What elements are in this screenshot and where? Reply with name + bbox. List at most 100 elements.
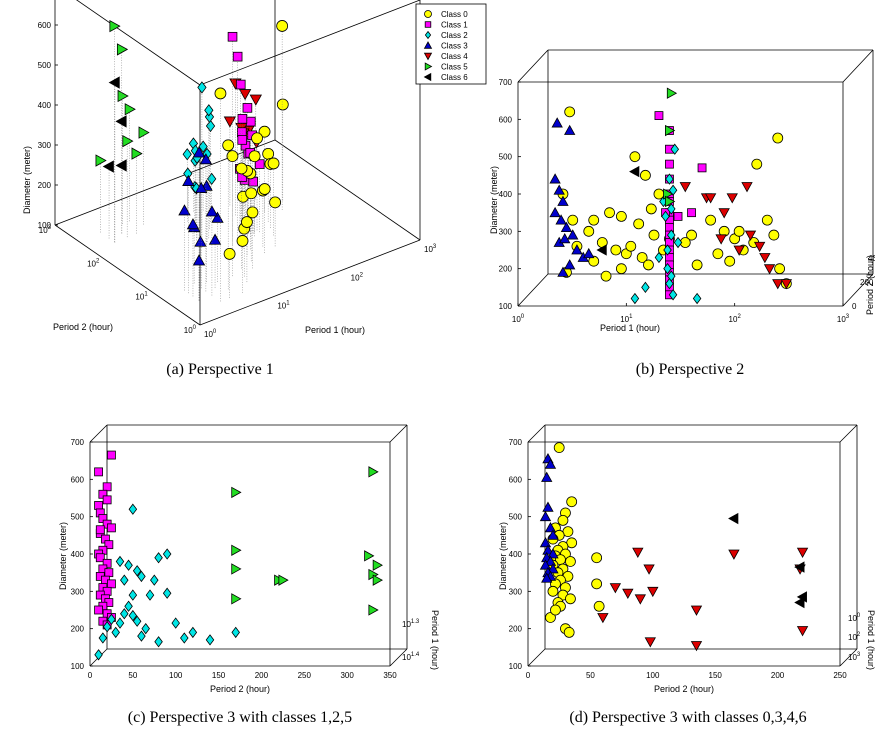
point-class-0 (214, 87, 227, 100)
point-class-5 (231, 563, 242, 575)
legend-label: Class 6 (441, 73, 468, 82)
point-class-2 (198, 140, 208, 153)
point-class-2 (231, 626, 240, 639)
point-class-2 (128, 503, 138, 515)
z-tick-label: 400 (868, 254, 875, 263)
box-edge (527, 424, 546, 443)
x-tick-label: 0 (526, 671, 531, 680)
y-tick-label: 100 (509, 662, 523, 671)
point-class-4 (238, 89, 252, 101)
point-class-4 (609, 583, 622, 594)
point-class-3 (559, 232, 571, 244)
point-class-3 (192, 146, 206, 158)
point-class-1 (697, 163, 707, 173)
point-class-6 (115, 159, 127, 172)
point-class-2 (205, 119, 216, 133)
point-class-1 (107, 579, 116, 589)
point-class-4 (759, 253, 771, 264)
point-class-3 (557, 266, 569, 277)
y-tick-label: 200 (71, 625, 85, 634)
z-tick-label: 100 (38, 221, 52, 230)
point-class-1 (687, 208, 696, 218)
point-class-1 (95, 553, 105, 563)
x-tick-label: 150 (709, 671, 723, 680)
box-edge (199, 0, 421, 86)
point-class-4 (643, 564, 655, 575)
point-class-3 (560, 221, 573, 233)
point-class-3 (557, 195, 569, 206)
point-class-0 (269, 196, 282, 209)
x-tick-label: 200 (771, 671, 785, 680)
point-class-2 (630, 292, 640, 305)
legend-label: Class 4 (441, 52, 468, 61)
x-tick-label: 150 (212, 671, 226, 680)
box-edge (389, 424, 408, 443)
point-class-2 (182, 148, 192, 161)
point-class-3 (555, 214, 567, 225)
point-class-4 (715, 234, 727, 245)
point-class-0 (236, 235, 249, 247)
point-class-2 (137, 630, 146, 642)
y-axis-label: Diameter (meter) (489, 166, 499, 234)
point-class-2 (162, 587, 172, 599)
point-class-0 (547, 585, 559, 597)
point-class-0 (226, 150, 239, 163)
point-class-2 (204, 104, 214, 117)
box-edge (274, 139, 421, 241)
point-class-3 (547, 529, 559, 540)
x-tick-label: 100 (169, 671, 183, 680)
point-class-4 (704, 193, 717, 204)
point-class-0 (553, 442, 565, 454)
point-class-0 (276, 20, 289, 32)
point-class-2 (102, 621, 112, 633)
point-class-3 (542, 501, 554, 512)
point-class-4 (679, 182, 691, 193)
y-tick-label: 102 (87, 258, 100, 268)
point-class-0 (267, 157, 280, 170)
point-class-4 (718, 208, 730, 219)
point-class-0 (633, 218, 645, 230)
point-class-1 (237, 135, 248, 145)
box-edge (54, 139, 276, 226)
box-edge (54, 224, 201, 326)
point-class-2 (641, 281, 650, 294)
legend-label: Class 3 (441, 42, 468, 51)
point-class-0 (772, 132, 784, 144)
x-axis-label: Period 2 (hour) (210, 684, 270, 694)
point-class-2 (111, 626, 120, 639)
point-class-0 (691, 259, 703, 271)
point-class-5 (95, 154, 107, 167)
point-class-0 (615, 263, 627, 275)
point-class-1 (665, 159, 674, 169)
point-class-5 (368, 466, 379, 478)
point-class-1 (94, 501, 103, 510)
point-class-4 (249, 94, 262, 106)
y-tick-label: 200 (509, 625, 523, 634)
point-class-0 (245, 187, 258, 200)
x-tick-label: 50 (586, 671, 595, 680)
point-class-1 (95, 525, 105, 535)
point-class-0 (588, 255, 600, 267)
point-class-4 (690, 641, 703, 652)
point-class-0 (712, 248, 724, 260)
box-edge (842, 49, 874, 83)
point-class-2 (667, 229, 676, 241)
point-class-0 (223, 248, 236, 260)
point-class-3 (186, 218, 200, 230)
point-class-0 (629, 151, 641, 163)
point-class-4 (741, 182, 753, 193)
y-tick-label: 500 (509, 513, 523, 522)
point-class-1 (242, 103, 253, 113)
point-class-3 (564, 124, 576, 135)
point-class-6 (728, 512, 739, 525)
point-class-3 (178, 204, 191, 216)
point-class-0 (557, 515, 569, 526)
x-tick-label: 50 (128, 671, 137, 680)
point-class-6 (794, 561, 805, 573)
point-class-2 (145, 589, 155, 601)
point-class-0 (645, 203, 657, 215)
point-class-2 (665, 277, 674, 290)
point-class-2 (98, 632, 108, 644)
point-class-4 (622, 588, 634, 600)
